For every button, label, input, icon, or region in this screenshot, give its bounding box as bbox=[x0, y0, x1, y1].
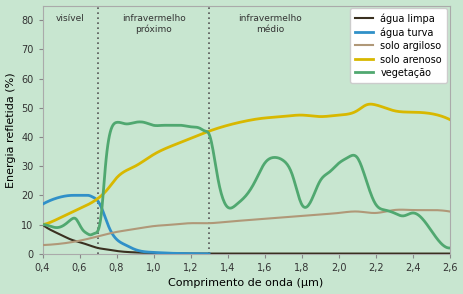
X-axis label: Comprimento de onda (μm): Comprimento de onda (μm) bbox=[169, 278, 324, 288]
Text: infravermelho
próximo: infravermelho próximo bbox=[122, 14, 186, 34]
Text: infravermelho
médio: infravermelho médio bbox=[238, 14, 302, 34]
Legend: água limpa, água turva, solo argiloso, solo arenoso, vegetação: água limpa, água turva, solo argiloso, s… bbox=[350, 9, 447, 83]
Text: visível: visível bbox=[56, 14, 85, 23]
Y-axis label: Energia refletida (%): Energia refletida (%) bbox=[6, 72, 16, 188]
